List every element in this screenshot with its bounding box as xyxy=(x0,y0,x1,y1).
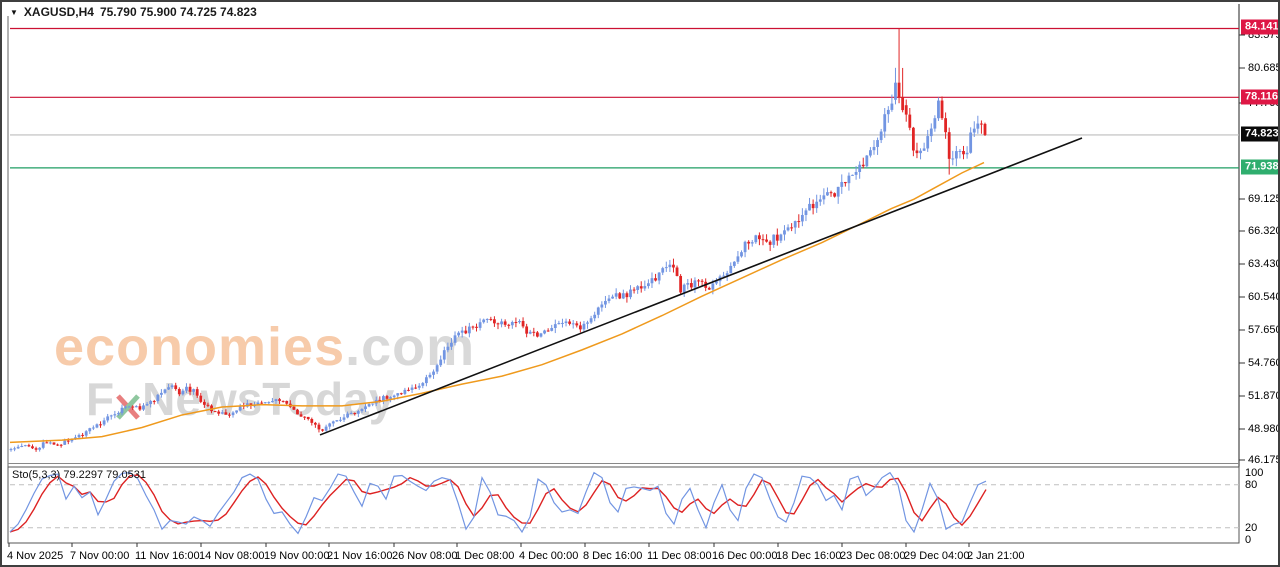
watermark-brand: economies.com xyxy=(54,320,475,374)
trendline xyxy=(319,137,1083,436)
watermark: economies.com F NewsToday xyxy=(54,320,475,422)
watermark-brand-text: economies xyxy=(54,317,346,377)
price-badge-red: 78.116 xyxy=(1241,89,1278,105)
price-tick-label: 51.870 xyxy=(1248,390,1280,402)
price-tick-label: 69.125 xyxy=(1248,193,1280,205)
symbol-timeframe-label: XAGUSD,H4 xyxy=(23,5,94,19)
date-tick-label: 16 Dec 00:00 xyxy=(712,550,778,562)
watermark-tagline-f: F xyxy=(86,373,115,425)
date-tick-label: 19 Nov 00:00 xyxy=(264,550,330,562)
date-tick-label: 4 Nov 2025 xyxy=(7,550,64,562)
date-tick-label: 14 Nov 08:00 xyxy=(199,550,265,562)
price-tick-label: 66.320 xyxy=(1248,225,1280,237)
date-tick-label: 8 Dec 16:00 xyxy=(583,550,643,562)
date-tick-label: 29 Dec 04:00 xyxy=(904,550,970,562)
date-tick-label: 2 Jan 21:00 xyxy=(967,550,1025,562)
price-badge-dark: 74.823 xyxy=(1241,126,1278,142)
watermark-brand-suffix: .com xyxy=(345,317,476,377)
price-tick-label: 80.685 xyxy=(1248,62,1280,74)
stochastic-signal-line xyxy=(9,474,987,533)
date-tick-label: 26 Nov 08:00 xyxy=(392,550,458,562)
stochastic-level-label: 80 xyxy=(1245,479,1258,491)
stochastic-level-label: 0 xyxy=(1245,534,1252,546)
date-tick-label: 1 Dec 08:00 xyxy=(455,550,515,562)
stochastic-label: Sto(5,3,3) 79.2297 79.0531 xyxy=(12,469,146,481)
price-tick-label: 54.760 xyxy=(1248,357,1280,369)
price-tick-label: 57.650 xyxy=(1248,324,1280,336)
ohlc-values: 75.790 75.900 74.725 74.823 xyxy=(99,5,257,19)
date-tick-label: 18 Dec 16:00 xyxy=(776,550,842,562)
price-tick-label: 63.430 xyxy=(1248,258,1280,270)
price-tick-label: 48.980 xyxy=(1248,423,1280,435)
date-tick-label: 11 Dec 08:00 xyxy=(647,550,712,562)
stochastic-level-label: 20 xyxy=(1245,522,1258,534)
date-tick-label: 4 Dec 00:00 xyxy=(519,550,579,562)
date-tick-label: 21 Nov 16:00 xyxy=(327,550,393,562)
date-tick-label: 23 Dec 08:00 xyxy=(840,550,906,562)
date-tick-label: 11 Nov 16:00 xyxy=(135,550,200,562)
date-tick-label: 7 Nov 00:00 xyxy=(70,550,130,562)
symbol-dropdown-icon[interactable]: ▼ xyxy=(10,7,18,17)
price-tick-label: 60.540 xyxy=(1248,291,1280,303)
price-badge-red: 84.141 xyxy=(1241,19,1278,35)
price-badge-green: 71.938 xyxy=(1241,159,1278,175)
chart-title-bar: ▼ XAGUSD,H4 75.790 75.900 74.725 74.823 xyxy=(10,5,257,19)
stochastic-main-line xyxy=(9,471,987,535)
price-tick-label: 46.175 xyxy=(1248,454,1280,466)
moving-average-line xyxy=(9,161,985,444)
stochastic-level-label: 100 xyxy=(1245,467,1264,479)
